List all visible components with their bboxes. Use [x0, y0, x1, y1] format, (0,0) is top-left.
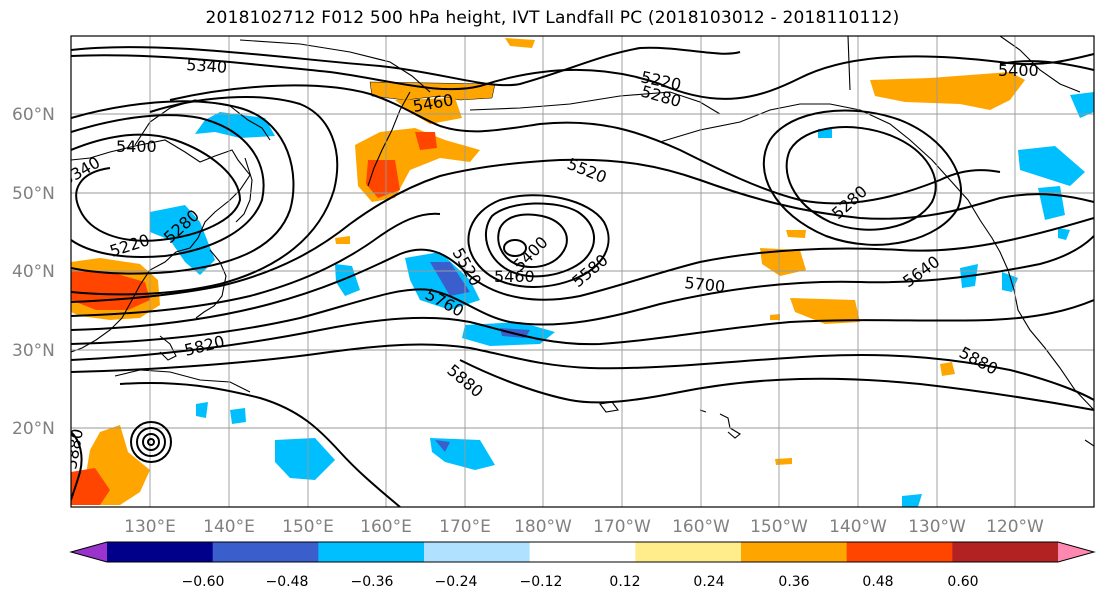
- lon-label: 150°W: [750, 517, 808, 537]
- coastlines: [71, 36, 1094, 447]
- colorbar-bin: [529, 542, 636, 562]
- colorbar-tick-label: −0.24: [435, 574, 478, 590]
- height-contours: [71, 46, 1094, 507]
- contour-label: 5400: [116, 137, 157, 156]
- latitude-labels: 60°N 50°N 40°N 30°N 20°N: [12, 105, 55, 439]
- lat-label: 60°N: [12, 105, 55, 125]
- lon-label: 170°W: [593, 517, 651, 537]
- colorbar: [69, 541, 1096, 563]
- colorbar-bin: [212, 542, 319, 562]
- colorbar-bin: [318, 542, 425, 562]
- colorbar-tick-label: −0.12: [520, 574, 563, 590]
- map-title: 2018102712 F012 500 hPa height, IVT Land…: [205, 8, 900, 28]
- lon-label: 140°W: [829, 517, 887, 537]
- lat-label: 30°N: [12, 341, 55, 361]
- lon-label: 130°E: [124, 517, 176, 537]
- colorbar-tick-labels: −0.60 −0.48 −0.36 −0.24 −0.12 0.12 0.24 …: [182, 574, 979, 590]
- colorbar-tick-label: −0.36: [351, 574, 394, 590]
- contour-label: 5400: [998, 61, 1039, 80]
- colorbar-bin: [846, 542, 953, 562]
- contour-label: 5340: [186, 55, 228, 77]
- colorbar-bin: [107, 542, 214, 562]
- colorbar-extend-high: [1058, 542, 1094, 562]
- colorbar-tick-label: 0.48: [862, 574, 893, 590]
- lon-label: 130°W: [908, 517, 966, 537]
- lon-label: 180°W: [514, 517, 572, 537]
- longitude-labels: 130°E 140°E 150°E 160°E 170°E 180°W 170°…: [124, 517, 1044, 537]
- lon-label: 120°W: [986, 517, 1044, 537]
- lat-label: 40°N: [12, 262, 55, 282]
- lon-label: 160°W: [672, 517, 730, 537]
- colorbar-bin: [952, 542, 1059, 562]
- colorbar-tick-label: 0.60: [947, 574, 978, 590]
- colorbar-tick-label: 0.36: [778, 574, 809, 590]
- colorbar-tick-label: −0.60: [182, 574, 225, 590]
- colorbar-bin: [424, 542, 531, 562]
- lat-label: 20°N: [12, 419, 55, 439]
- lon-label: 150°E: [282, 517, 334, 537]
- lon-label: 160°E: [360, 517, 412, 537]
- lat-label: 50°N: [12, 184, 55, 204]
- graticule: [71, 36, 1094, 507]
- colorbar-tick-label: −0.48: [266, 574, 309, 590]
- colorbar-outline: [69, 541, 1096, 563]
- colorbar-bin: [741, 542, 848, 562]
- contour-label: 5700: [684, 273, 726, 296]
- ivt-negative-shading: [150, 92, 1094, 507]
- contour-label: 5460: [494, 267, 535, 286]
- colorbar-tick-label: 0.12: [609, 574, 640, 590]
- map-frame: [70, 35, 1095, 508]
- lon-label: 170°E: [439, 517, 491, 537]
- colorbar-bin: [635, 542, 742, 562]
- lon-label: 140°E: [203, 517, 255, 537]
- colorbar-extend-low: [71, 542, 107, 562]
- colorbar-tick-label: 0.24: [693, 574, 724, 590]
